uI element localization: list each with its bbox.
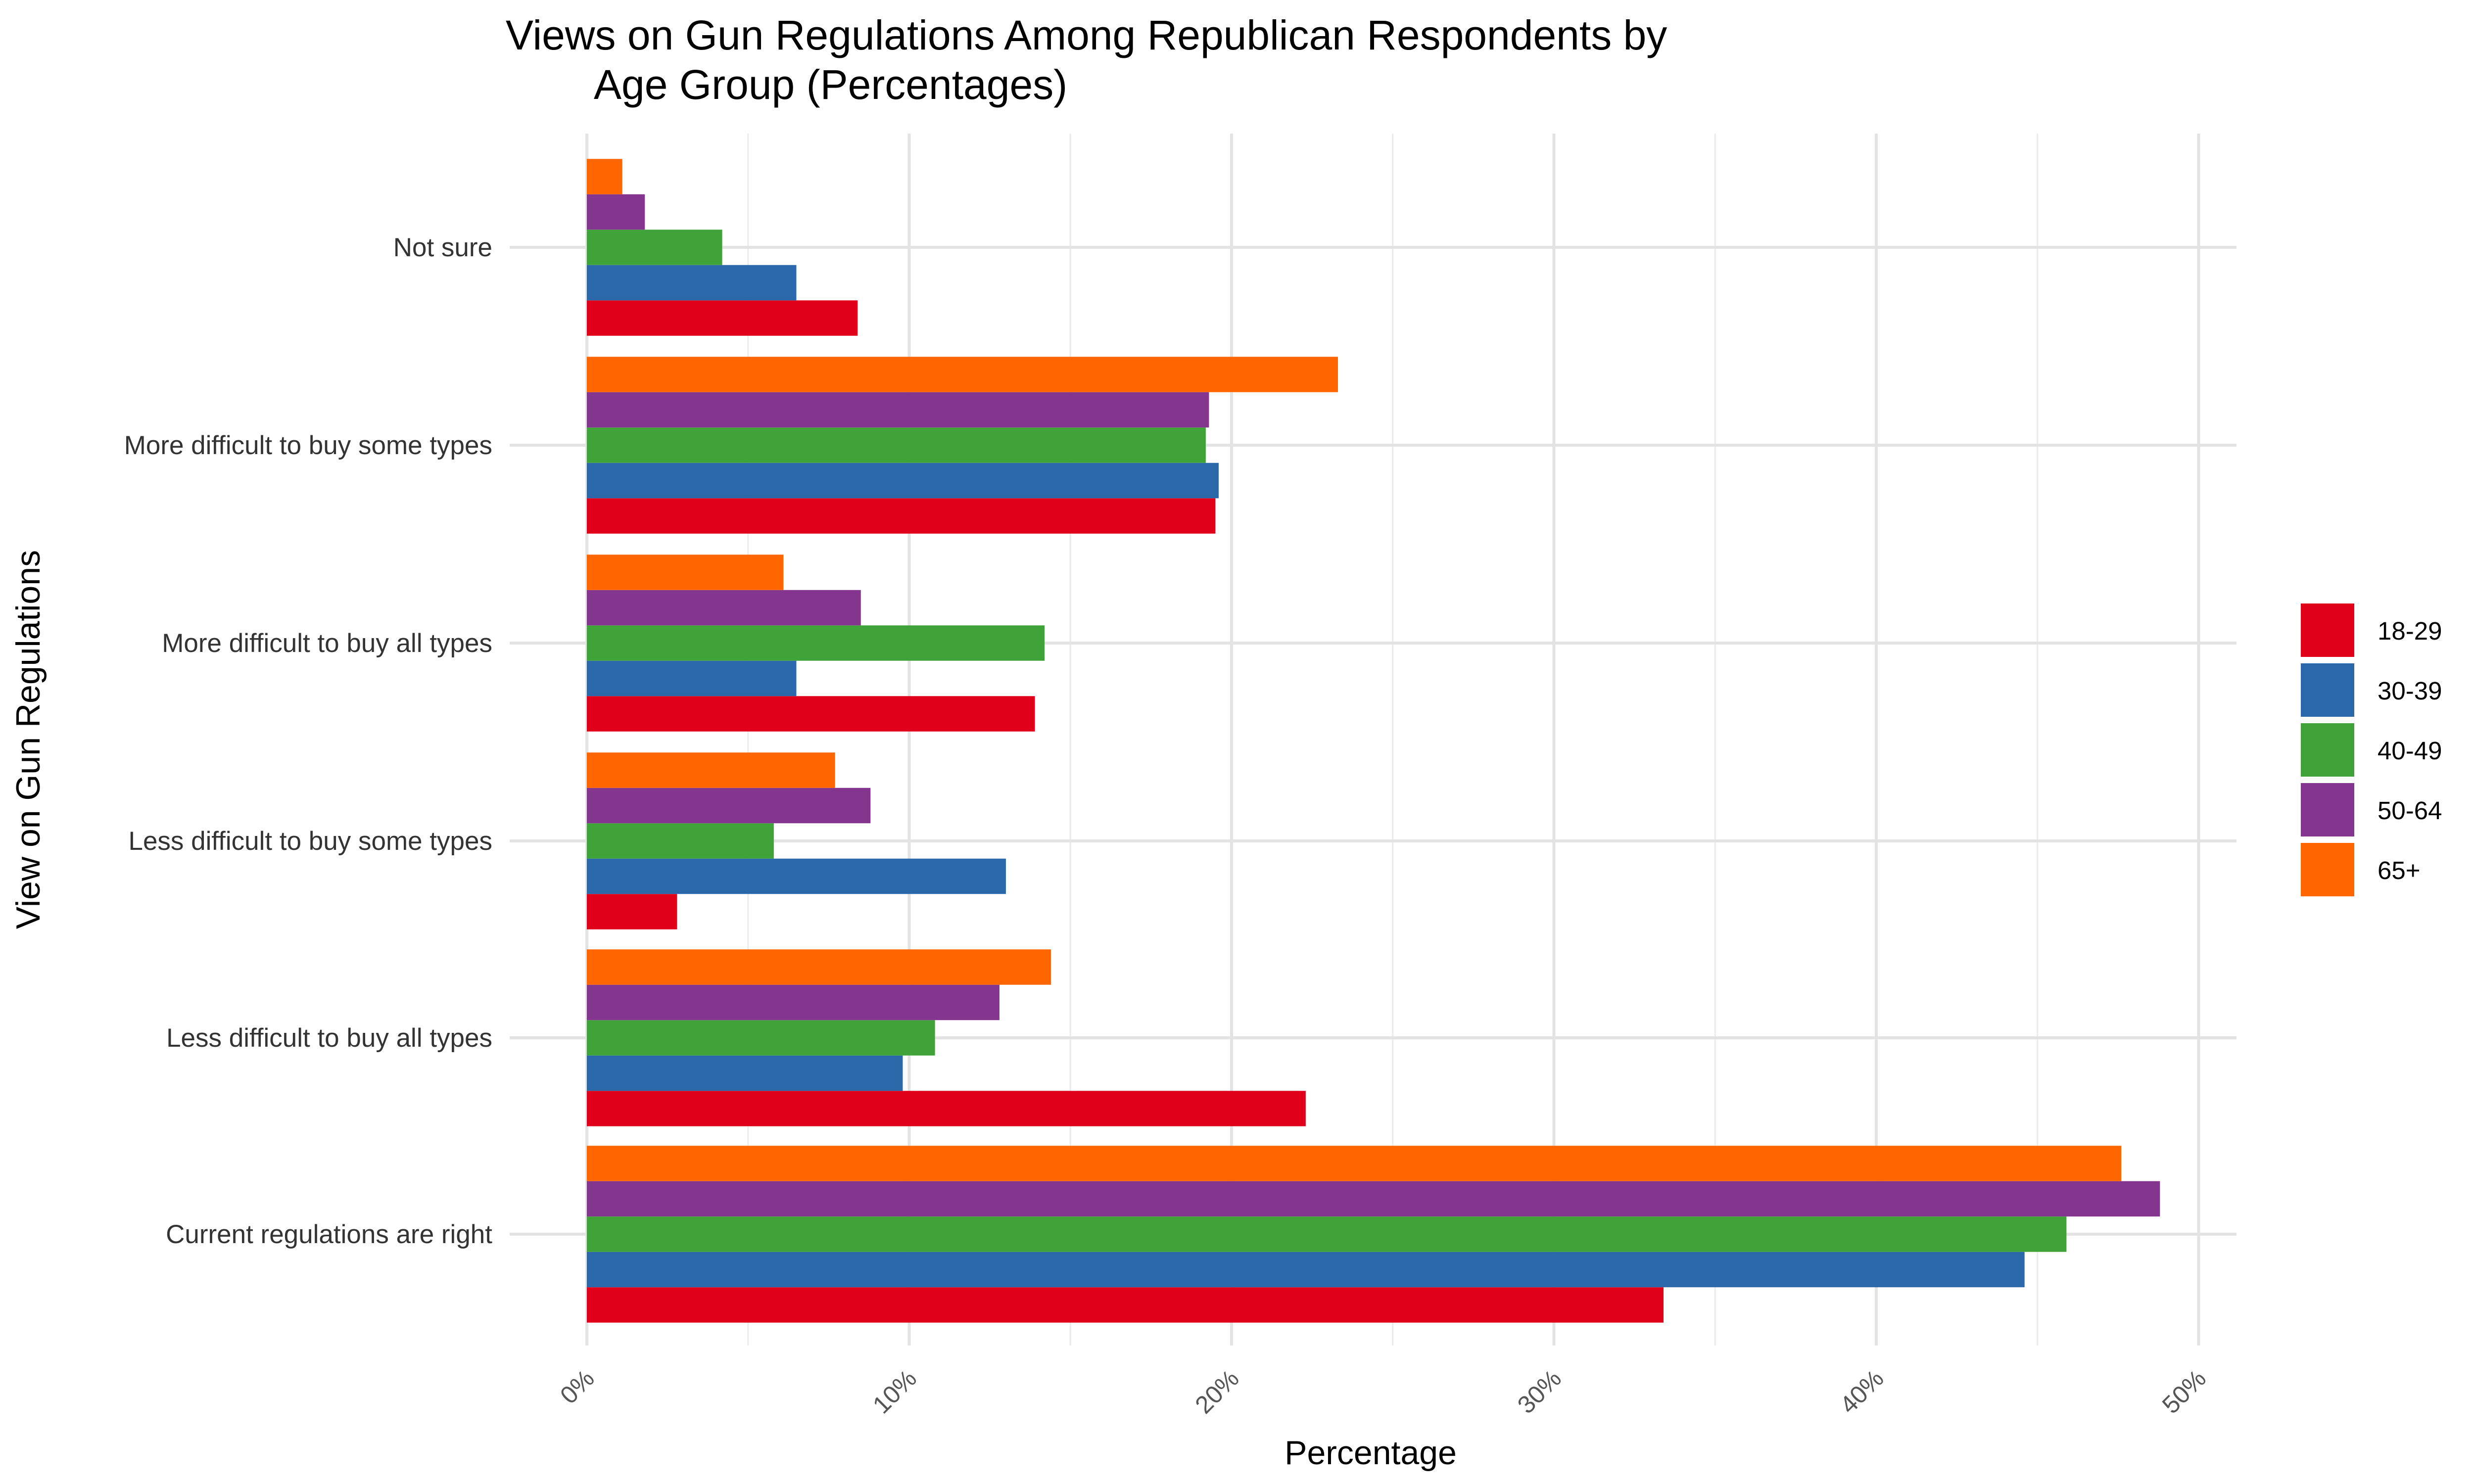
x-axis-title: Percentage bbox=[1285, 1434, 1457, 1472]
bars bbox=[587, 159, 2160, 1323]
bar-65+-more-difficult-to-buy-some-types bbox=[587, 357, 1338, 392]
category-label: Less difficult to buy all types bbox=[166, 1023, 492, 1053]
bar-50-64-less-difficult-to-buy-all-types bbox=[587, 984, 999, 1020]
category-label: More difficult to buy all types bbox=[162, 629, 492, 658]
legend-swatch bbox=[2301, 783, 2354, 836]
bar-18-29-more-difficult-to-buy-some-types bbox=[587, 498, 1216, 534]
bar-65+-not-sure bbox=[587, 159, 622, 194]
bar-65+-less-difficult-to-buy-some-types bbox=[587, 752, 835, 788]
bar-50-64-more-difficult-to-buy-some-types bbox=[587, 392, 1209, 428]
bar-50-64-current-regulations-are-right bbox=[587, 1181, 2160, 1217]
bar-65+-current-regulations-are-right bbox=[587, 1146, 2122, 1181]
x-tick-label: 20% bbox=[1189, 1364, 1244, 1419]
category-label: More difficult to buy some types bbox=[124, 431, 492, 460]
bar-18-29-not-sure bbox=[587, 300, 858, 336]
legend-label: 50-64 bbox=[2378, 796, 2442, 825]
bar-50-64-less-difficult-to-buy-some-types bbox=[587, 788, 871, 824]
bar-50-64-more-difficult-to-buy-all-types bbox=[587, 590, 861, 626]
x-tick-label: 30% bbox=[1512, 1364, 1567, 1419]
legend-label: 30-39 bbox=[2378, 677, 2442, 705]
bar-30-39-less-difficult-to-buy-some-types bbox=[587, 858, 1006, 894]
legend-label: 40-49 bbox=[2378, 737, 2442, 765]
category-label: Current regulations are right bbox=[166, 1220, 492, 1249]
bar-40-49-more-difficult-to-buy-some-types bbox=[587, 427, 1206, 463]
bar-18-29-less-difficult-to-buy-all-types bbox=[587, 1091, 1306, 1126]
bar-30-39-less-difficult-to-buy-all-types bbox=[587, 1055, 903, 1091]
legend-swatch bbox=[2301, 663, 2354, 717]
bar-40-49-less-difficult-to-buy-some-types bbox=[587, 823, 774, 859]
bar-40-49-less-difficult-to-buy-all-types bbox=[587, 1020, 935, 1056]
chart-title-line-2: Age Group (Percentages) bbox=[594, 61, 1067, 108]
bar-18-29-less-difficult-to-buy-some-types bbox=[587, 894, 677, 929]
x-tick-label: 50% bbox=[2157, 1364, 2211, 1419]
x-tick-label: 40% bbox=[1834, 1364, 1889, 1419]
chart-title-line-1: Views on Gun Regulations Among Republica… bbox=[506, 12, 1667, 58]
legend: 18-29 30-39 40-49 50-64 65+ bbox=[2301, 603, 2442, 896]
legend-label: 18-29 bbox=[2378, 617, 2442, 645]
legend-swatch bbox=[2301, 843, 2354, 896]
legend-swatch bbox=[2301, 603, 2354, 657]
legend-label: 65+ bbox=[2378, 856, 2421, 884]
bar-30-39-not-sure bbox=[587, 265, 797, 301]
bar-50-64-not-sure bbox=[587, 194, 645, 230]
bar-30-39-more-difficult-to-buy-all-types bbox=[587, 660, 797, 696]
x-tick-label: 0% bbox=[555, 1364, 600, 1409]
bar-18-29-more-difficult-to-buy-all-types bbox=[587, 696, 1035, 732]
bar-30-39-more-difficult-to-buy-some-types bbox=[587, 463, 1219, 499]
category-label: Less difficult to buy some types bbox=[128, 827, 492, 856]
bar-65+-more-difficult-to-buy-all-types bbox=[587, 555, 784, 590]
category-label: Not sure bbox=[393, 233, 492, 262]
y-axis-title: View on Gun Regulations bbox=[9, 550, 47, 929]
bar-18-29-current-regulations-are-right bbox=[587, 1287, 1664, 1323]
bar-40-49-current-regulations-are-right bbox=[587, 1216, 2067, 1252]
x-tick-label: 10% bbox=[867, 1364, 922, 1419]
bar-40-49-not-sure bbox=[587, 230, 722, 265]
bar-30-39-current-regulations-are-right bbox=[587, 1252, 2025, 1288]
bar-65+-less-difficult-to-buy-all-types bbox=[587, 949, 1051, 985]
bar-40-49-more-difficult-to-buy-all-types bbox=[587, 625, 1045, 661]
legend-swatch bbox=[2301, 723, 2354, 777]
